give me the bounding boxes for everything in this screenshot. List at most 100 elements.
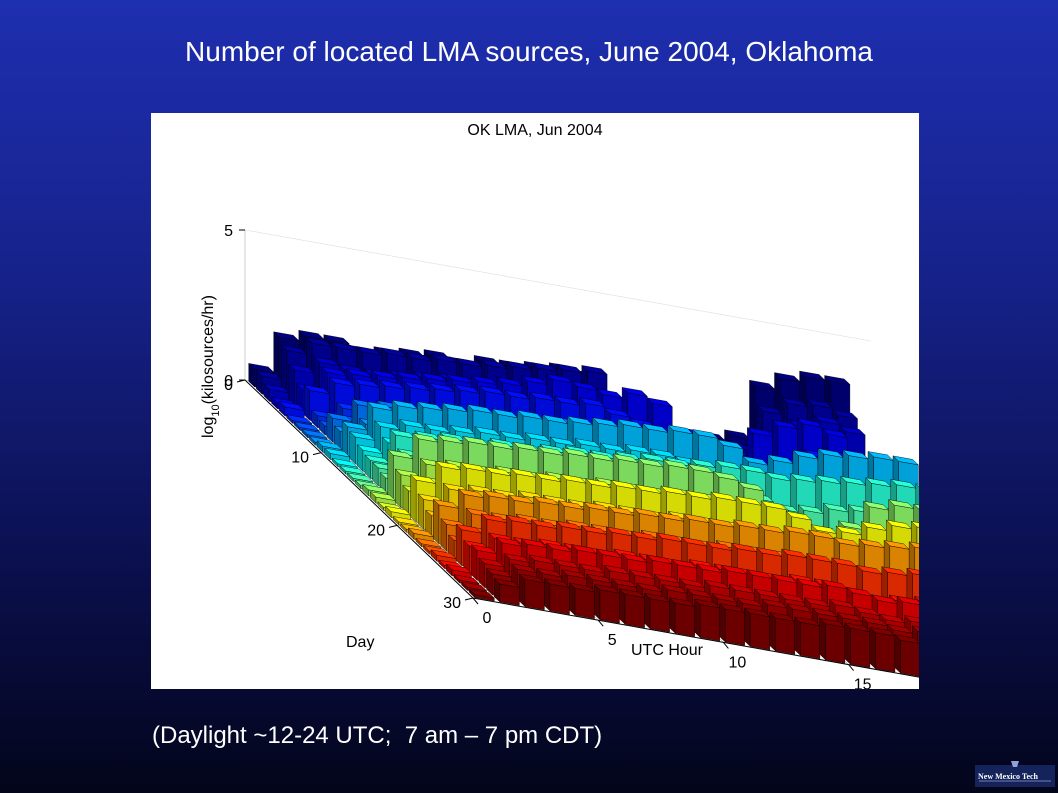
bar-top-face xyxy=(903,615,919,623)
bar-top-face xyxy=(339,465,366,475)
bar xyxy=(618,588,646,628)
z-axis-label-group: log10(kilosources/hr) xyxy=(200,295,222,438)
bar-top-face xyxy=(392,516,419,526)
bar xyxy=(518,573,546,611)
bar xyxy=(869,626,896,673)
bar-top-face xyxy=(581,365,608,375)
bar-top-face xyxy=(460,581,488,592)
bar-front-face xyxy=(674,602,695,637)
logo-emblem-icon xyxy=(975,761,1055,787)
bar-side-face xyxy=(744,607,751,647)
bar-side-face xyxy=(288,363,295,407)
z-tick-label: 5 xyxy=(224,223,233,240)
bar-top-face xyxy=(821,428,849,439)
bar-side-face xyxy=(894,634,901,674)
bar-top-face xyxy=(717,439,744,450)
z-axis-label: log10(kilosources/hr) xyxy=(200,295,222,438)
bar-front-face xyxy=(574,588,595,620)
bar xyxy=(718,603,746,646)
z-axis-label-sub: 10 xyxy=(210,404,222,416)
bar-top-face xyxy=(910,521,919,528)
y-axis-label: Day xyxy=(346,634,374,651)
bar-side-face xyxy=(619,588,626,625)
x-axis-line xyxy=(472,597,919,678)
y-tick xyxy=(312,452,322,456)
x-tick xyxy=(848,664,854,671)
x-tick-label: 10 xyxy=(729,654,747,671)
bar-side-face xyxy=(719,603,726,643)
bar-front-face xyxy=(549,583,570,615)
university-logo: New Mexico Tech xyxy=(975,759,1055,787)
bar xyxy=(593,583,621,624)
x-tick xyxy=(597,619,604,627)
bar-top-face xyxy=(839,425,866,436)
bar-side-face xyxy=(395,468,402,509)
bar-side-face xyxy=(594,583,601,621)
bars xyxy=(248,329,919,677)
bar-top-face xyxy=(894,634,919,644)
bar-front-face xyxy=(750,613,770,651)
bar-top-face xyxy=(911,625,919,632)
z-axis-label-base: log xyxy=(200,417,217,438)
bar-side-face xyxy=(769,611,776,652)
bar-top-face xyxy=(323,334,350,344)
bar-top-face xyxy=(796,418,824,428)
bar xyxy=(278,401,305,420)
bar-top-face xyxy=(603,407,631,418)
bar-top-face xyxy=(453,574,480,584)
bar-top-face xyxy=(908,541,919,549)
bar-top-face xyxy=(906,567,919,575)
bar-top-face xyxy=(896,595,919,605)
bar-side-face xyxy=(644,592,651,630)
bar-top-face xyxy=(823,375,851,385)
bar-top-face xyxy=(913,596,919,602)
x-tick xyxy=(723,642,729,649)
z-tick-label: 0 xyxy=(224,373,233,390)
bar-front-face xyxy=(624,593,645,628)
bar-front-face xyxy=(900,639,919,677)
bar-front-face xyxy=(700,604,720,642)
bar-top-face xyxy=(692,429,719,439)
bar-top-face xyxy=(646,397,673,408)
bar-front-face xyxy=(524,579,545,611)
x-axis-label: UTC Hour xyxy=(631,642,704,659)
bar-top-face xyxy=(785,510,813,521)
bar xyxy=(768,611,796,655)
bar-top-face xyxy=(912,503,919,510)
caption: (Daylight ~12-24 UTC; 7 am – 7 pm CDT) xyxy=(152,722,603,749)
bar-top-face xyxy=(831,409,859,420)
y-tick-label: 10 xyxy=(291,450,309,467)
grid-line-z xyxy=(244,229,872,342)
x-tick-label: 15 xyxy=(854,677,872,689)
bar-front-face xyxy=(850,627,871,668)
bar xyxy=(693,598,721,642)
bar-front-face xyxy=(725,608,745,646)
chart-title: OK LMA, Jun 2004 xyxy=(467,122,602,139)
x-tick-label: 5 xyxy=(608,632,617,649)
bar xyxy=(819,617,846,664)
bar-top-face xyxy=(468,588,495,599)
bar-side-face xyxy=(410,474,417,523)
bar xyxy=(468,588,495,602)
bar-side-face xyxy=(844,622,851,665)
bar xyxy=(493,578,521,606)
y-tick-label: 20 xyxy=(367,522,385,539)
bar-front-face xyxy=(649,598,670,633)
bar-top-face xyxy=(806,398,834,409)
bar xyxy=(643,592,671,633)
bar-top-face xyxy=(301,428,328,439)
bar xyxy=(844,622,871,668)
bar xyxy=(894,634,919,677)
y-tick xyxy=(464,597,474,601)
bar-side-face xyxy=(433,498,440,545)
bar-front-face xyxy=(825,623,846,664)
y-tick-label: 0 xyxy=(224,377,233,394)
bar xyxy=(743,607,771,651)
bar-front-face xyxy=(499,583,520,606)
bar-top-face xyxy=(814,415,841,425)
chart-figure: OK LMA, Jun 2004 0510152025010203005 UTC… xyxy=(151,113,919,689)
bar-top-face xyxy=(737,481,765,492)
z-axis-label-rest: (kilosources/hr) xyxy=(200,295,217,404)
bar-side-face xyxy=(869,626,876,670)
logo-text: New Mexico Tech xyxy=(978,772,1038,781)
